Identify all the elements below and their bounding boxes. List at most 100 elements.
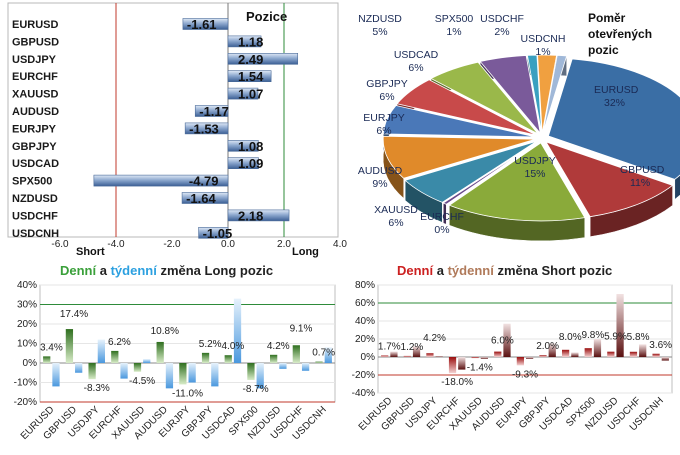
category-label-gbpjpy: GBPJPY: [12, 141, 57, 153]
pie-slice-usdcad: [430, 61, 539, 135]
long-title-part-2: a: [96, 263, 110, 278]
pie-label-eurusd: EURUSD: [594, 84, 639, 96]
long-y-tick--10-: -10%: [14, 378, 37, 389]
category-label-xauusd: XAUUSD: [12, 89, 59, 101]
bar-usdchf: [227, 209, 290, 222]
long-data-label-nzdusd: 4.2%: [267, 341, 290, 352]
value-label-usdchf: 2.18: [238, 208, 263, 223]
value-label-usdjpy: 2.49: [238, 52, 263, 67]
short-bar-t-denn--xauusd: [480, 357, 489, 359]
long-bar-t-denn--eurusd: [52, 363, 60, 387]
category-label-gbpusd: GBPUSD: [12, 36, 59, 48]
long-data-label-eurchf: 6.2%: [108, 337, 131, 348]
short-change-chart: Denní a týdenní změna Short pozic 80% 60%…: [352, 263, 673, 433]
short-data-label-xauusd: -1.4%: [467, 362, 493, 373]
pie-label-usdcnh: USDCNH: [521, 33, 566, 45]
positions-chart: Pozice EURUSD GBPUSD USDJPY EURCHF XAUUSD AUD…: [7, 2, 347, 258]
long-title-part-1: Denní: [60, 263, 97, 278]
short-bar-t-denn--spx500: [593, 339, 602, 357]
value-label-eurchf: 1.54: [238, 69, 264, 84]
short-bar-t-denn--usdjpy: [435, 356, 443, 357]
short-data-label-nzdusd: 5.9%: [604, 332, 627, 343]
pie-pct-audusd: 9%: [372, 178, 387, 190]
short-bar-denn--usdcad: [561, 349, 570, 357]
value-label-usdcnh: -1.05: [203, 226, 233, 241]
long-bar-denn--xauusd: [133, 363, 142, 372]
long-bar-denn--gbpusd: [65, 329, 74, 363]
x-tick--2-0: -2.0: [163, 239, 181, 250]
bar-eurchf: [227, 70, 272, 82]
category-label-usdcad: USDCAD: [12, 158, 59, 170]
short-bar-t-denn--eurchf: [458, 357, 466, 370]
long-bar-t-denn--usdcad: [233, 298, 242, 363]
short-bar-denn--usdcnh: [652, 353, 660, 357]
short-title-part-1: Denní: [397, 263, 434, 278]
bar-gbpjpy: [227, 140, 259, 152]
short-label: Short: [76, 246, 105, 258]
positions-category-labels: EURUSD GBPUSD USDJPY EURCHF XAUUSD AUDUSD EURJ…: [12, 19, 59, 240]
long-y-tick-40-: 40%: [17, 280, 37, 291]
short-bar-t-denn--usdcad: [571, 352, 579, 357]
pie-pct-spx500: 1%: [446, 26, 461, 38]
long-bar-t-denn--usdjpy: [97, 339, 105, 363]
short-bar-t-denn--eurjpy: [526, 357, 534, 359]
long-y-tick-20-: 20%: [17, 319, 37, 330]
long-change-chart: Denní a týdenní změna Long pozic 40% 30% 2…: [14, 263, 336, 442]
value-label-gbpjpy: 1.08: [238, 139, 263, 154]
bar-eurjpy: [184, 122, 229, 135]
pie-pct-usdjpy: 15%: [524, 168, 545, 180]
pie-slice-spx500: [526, 54, 542, 134]
short-bar-denn--eurchf: [448, 357, 457, 374]
long-y-tick-0-: 0%: [23, 358, 38, 369]
long-bar-t-denn--eurjpy: [188, 363, 196, 383]
positions-value-labels: -1.61 1.18 2.49 1.54 1.07 -1.17 -1.53 1.08 1.09 -…: [186, 17, 264, 241]
category-label-usdjpy: USDJPY: [12, 54, 57, 66]
value-label-audusd: -1.17: [199, 104, 229, 119]
pie-pct-gbpusd: 11%: [630, 177, 650, 189]
pie-pct-eurchf: 0%: [434, 224, 449, 236]
long-data-label-spx500: -8.7%: [243, 384, 269, 395]
value-label-spx500: -4.79: [189, 174, 219, 189]
x-tick-4-0: 4.0: [333, 239, 347, 250]
short-change-title: Denní a týdenní změna Short pozic: [397, 263, 612, 278]
pie-slices: [382, 54, 680, 242]
pie-slice-eurjpy: [382, 105, 536, 138]
category-label-usdchf: USDCHF: [12, 210, 58, 222]
short-title-part-2: a: [433, 263, 447, 278]
x-tick-2-0: 2.0: [277, 239, 291, 250]
short-bar-denn--gbpjpy: [539, 355, 547, 357]
short-data-label-usdcnh: 3.6%: [649, 340, 672, 351]
category-label-eurchf: EURCHF: [12, 71, 58, 83]
bar-usdcnh: [198, 227, 229, 239]
long-bar-denn--eurusd: [43, 356, 51, 363]
value-label-nzdusd: -1.64: [186, 191, 216, 206]
category-label-audusd: AUDUSD: [12, 106, 59, 118]
bar-xauusd: [227, 87, 259, 100]
value-label-xauusd: 1.07: [238, 87, 263, 102]
short-y-tick-40-: 40%: [355, 316, 375, 327]
long-change-plot: 40%30%20%10%0%-10%-20%3.4%EURUSD17.4%GBP…: [14, 280, 336, 442]
long-y-tick--20-: -20%: [14, 397, 37, 408]
long-bar-denn--usdchf: [292, 345, 300, 363]
short-bar-t-denn--gbpusd: [412, 346, 421, 357]
pie-slice-gbpusd: [545, 141, 674, 218]
long-label: Long: [292, 246, 319, 258]
x-tick-0-0: 0.0: [221, 239, 235, 250]
pie-label-nzdusd: NZDUSD: [358, 13, 402, 25]
short-data-label-eurjpy: -9.3%: [512, 369, 538, 380]
long-bar-t-denn--eurchf: [120, 363, 128, 379]
category-label-nzdusd: NZDUSD: [12, 193, 58, 205]
long-bar-t-denn--usdchf: [301, 363, 310, 371]
long-bar-t-denn--audusd: [165, 363, 174, 389]
long-bar-denn--spx500: [247, 363, 255, 380]
short-bar-t-denn--audusd: [503, 323, 511, 357]
pie-pct-eurjpy: 6%: [376, 125, 391, 137]
short-data-label-usdchf: 5.8%: [627, 332, 650, 343]
short-data-label-audusd: 6.0%: [491, 336, 514, 347]
pie-slice-eurchf: [442, 141, 538, 205]
long-title-part-4: změna Long pozic: [157, 263, 273, 278]
bar-eurusd: [182, 18, 229, 30]
long-bar-denn--usdcad: [224, 355, 232, 363]
pie-pct-usdchf: 2%: [494, 26, 509, 38]
short-data-label-gbpusd: 1.2%: [401, 342, 424, 353]
